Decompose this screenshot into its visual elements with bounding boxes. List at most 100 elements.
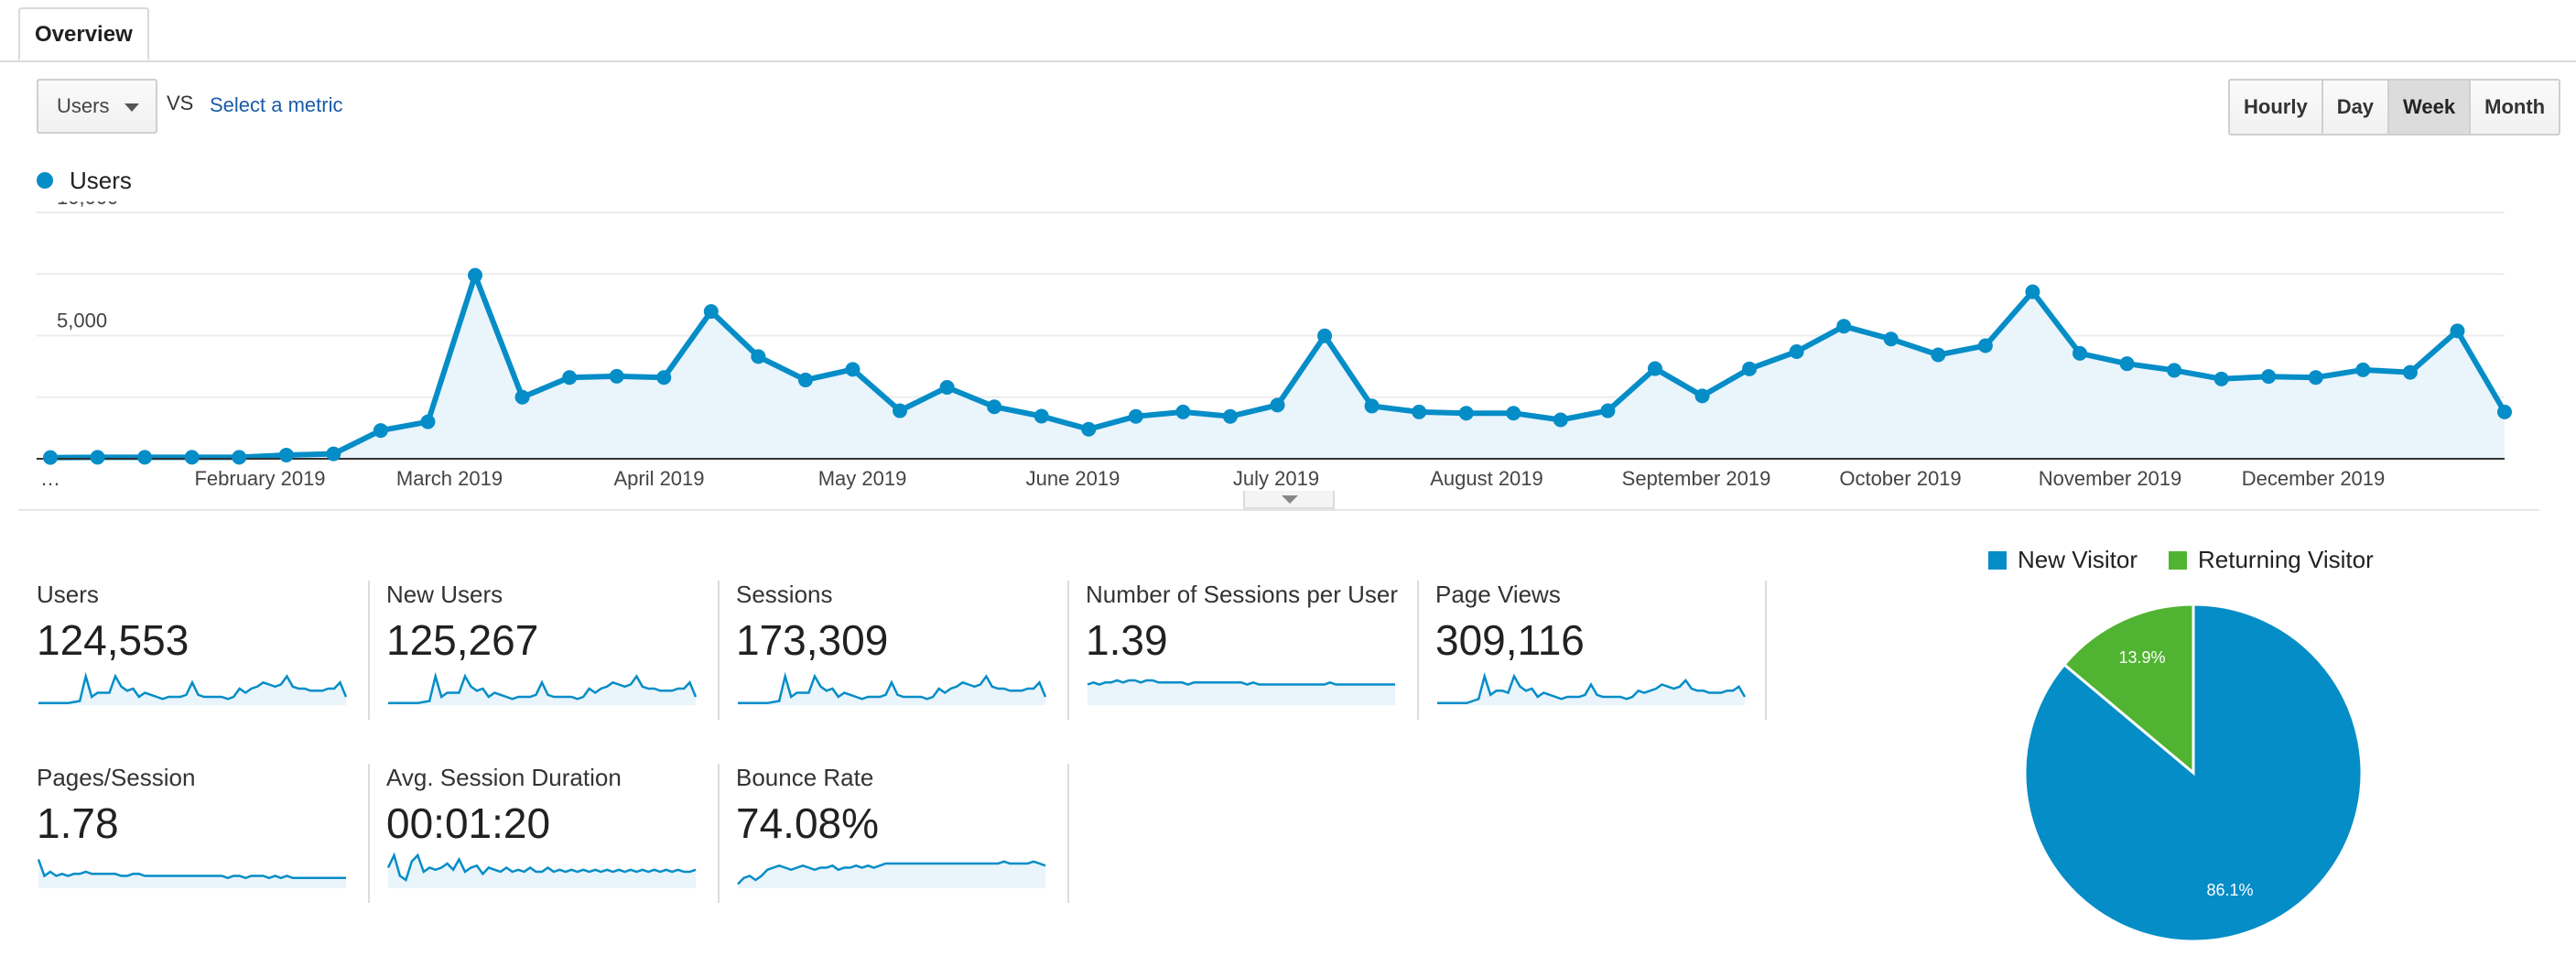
data-point[interactable]	[1694, 388, 1710, 404]
data-point[interactable]	[2167, 363, 2182, 378]
data-point[interactable]	[609, 368, 624, 384]
data-point[interactable]	[845, 362, 860, 377]
data-point[interactable]	[2308, 370, 2323, 386]
data-point[interactable]	[2355, 362, 2371, 377]
legend-label-new-visitor[interactable]: New Visitor	[2018, 546, 2138, 573]
y-tick-label: 5,000	[57, 310, 107, 332]
pie-slice[interactable]	[2062, 603, 2195, 777]
metric-separator	[1417, 581, 1419, 720]
hourly-button[interactable]: Hourly	[2230, 81, 2323, 134]
data-point[interactable]	[1317, 328, 1333, 343]
data-point[interactable]	[1742, 361, 1758, 376]
data-point[interactable]	[326, 446, 341, 462]
data-point[interactable]	[2261, 369, 2277, 385]
data-point[interactable]	[893, 403, 908, 418]
data-point[interactable]	[1553, 412, 1568, 428]
data-point[interactable]	[1270, 397, 1285, 413]
data-point[interactable]	[373, 423, 388, 439]
sparkline	[38, 671, 348, 705]
sparkline-area	[1088, 680, 1395, 705]
data-point[interactable]	[1412, 404, 1427, 419]
data-point[interactable]	[1506, 406, 1521, 421]
metric-value: 309,116	[1435, 616, 1585, 664]
tab-overview[interactable]: Overview	[18, 7, 149, 60]
x-tick-label: …	[40, 467, 60, 490]
data-point[interactable]	[1222, 408, 1238, 424]
legend-label-returning-visitor[interactable]: Returning Visitor	[2198, 546, 2374, 573]
metric-card[interactable]: Pages/Session 1.78	[37, 764, 386, 901]
data-point[interactable]	[1931, 347, 1946, 363]
data-point[interactable]	[1081, 421, 1097, 437]
data-point[interactable]	[2025, 284, 2040, 299]
data-point[interactable]	[2497, 404, 2512, 419]
legend-dot-icon	[37, 172, 53, 189]
sparkline-area	[738, 861, 1045, 888]
metric-label: Avg. Session Duration	[386, 764, 622, 791]
data-point[interactable]	[2450, 323, 2465, 339]
sparkline-area	[388, 676, 696, 705]
x-tick-label: November 2019	[2039, 467, 2182, 490]
data-point[interactable]	[1789, 343, 1804, 359]
data-point[interactable]	[514, 389, 530, 405]
data-point[interactable]	[2402, 364, 2418, 380]
data-point[interactable]	[1600, 403, 1616, 418]
metric-card[interactable]: New Users 125,267	[386, 581, 736, 718]
sparkline	[388, 671, 698, 705]
data-point[interactable]	[137, 450, 153, 465]
data-point[interactable]	[939, 379, 955, 395]
users-line-chart: 10,000 5,000 … February 2019 March 2019 Apri…	[37, 201, 2512, 490]
data-point[interactable]	[562, 370, 578, 386]
data-point[interactable]	[1128, 408, 1143, 424]
data-point[interactable]	[797, 372, 813, 387]
metric-card[interactable]: Number of Sessions per User 1.39	[1086, 581, 1435, 718]
metric-value: 124,553	[37, 616, 189, 664]
data-point[interactable]	[2213, 371, 2229, 386]
data-point[interactable]	[1977, 338, 1993, 353]
data-point[interactable]	[468, 267, 483, 283]
data-point[interactable]	[90, 450, 105, 465]
day-button[interactable]: Day	[2322, 81, 2390, 134]
data-point[interactable]	[656, 370, 672, 386]
data-point[interactable]	[43, 450, 58, 465]
metric-select[interactable]: Users	[37, 79, 157, 134]
caret-down-icon	[1282, 495, 1298, 504]
x-tick-label: March 2019	[396, 467, 503, 490]
metric-card[interactable]: Page Views 309,116	[1435, 581, 1785, 718]
metric-card[interactable]: Bounce Rate 74.08%	[736, 764, 1086, 901]
collapse-chart-handle[interactable]	[1243, 491, 1335, 509]
metric-card[interactable]: Users 124,553	[37, 581, 386, 718]
x-tick-label: July 2019	[1233, 467, 1319, 490]
data-point[interactable]	[1458, 406, 1474, 421]
granularity-toggle: Hourly Day Week Month	[2228, 79, 2561, 136]
data-point[interactable]	[2072, 345, 2087, 361]
data-point[interactable]	[1364, 398, 1380, 414]
data-point[interactable]	[2119, 356, 2135, 372]
data-point[interactable]	[751, 349, 766, 364]
data-point[interactable]	[703, 304, 719, 320]
metric-value: 125,267	[386, 616, 539, 664]
data-point[interactable]	[1836, 319, 1852, 334]
metric-card[interactable]: Sessions 173,309	[736, 581, 1086, 718]
data-point[interactable]	[1883, 331, 1899, 347]
data-point[interactable]	[1175, 404, 1191, 419]
data-point[interactable]	[1647, 361, 1662, 376]
data-point[interactable]	[987, 399, 1002, 415]
metric-card[interactable]: Avg. Session Duration 00:01:20	[386, 764, 736, 901]
sparkline-line	[38, 671, 348, 705]
metric-separator	[1765, 581, 1767, 720]
metric-label: Sessions	[736, 581, 833, 608]
data-point[interactable]	[278, 447, 294, 462]
legend-label-users: Users	[70, 167, 132, 194]
sparkline-line	[386, 852, 697, 882]
pie-slice[interactable]	[2023, 603, 2364, 943]
month-button[interactable]: Month	[2471, 81, 2560, 134]
data-point[interactable]	[1034, 408, 1049, 424]
week-button[interactable]: Week	[2389, 81, 2472, 134]
x-tick-label: May 2019	[818, 467, 907, 490]
data-point[interactable]	[184, 450, 200, 465]
select-metric-link[interactable]: Select a metric	[210, 93, 343, 116]
sparkline-line	[738, 671, 1047, 705]
data-point[interactable]	[420, 414, 436, 429]
data-point[interactable]	[232, 450, 247, 465]
metric-value: 74.08%	[736, 799, 880, 847]
